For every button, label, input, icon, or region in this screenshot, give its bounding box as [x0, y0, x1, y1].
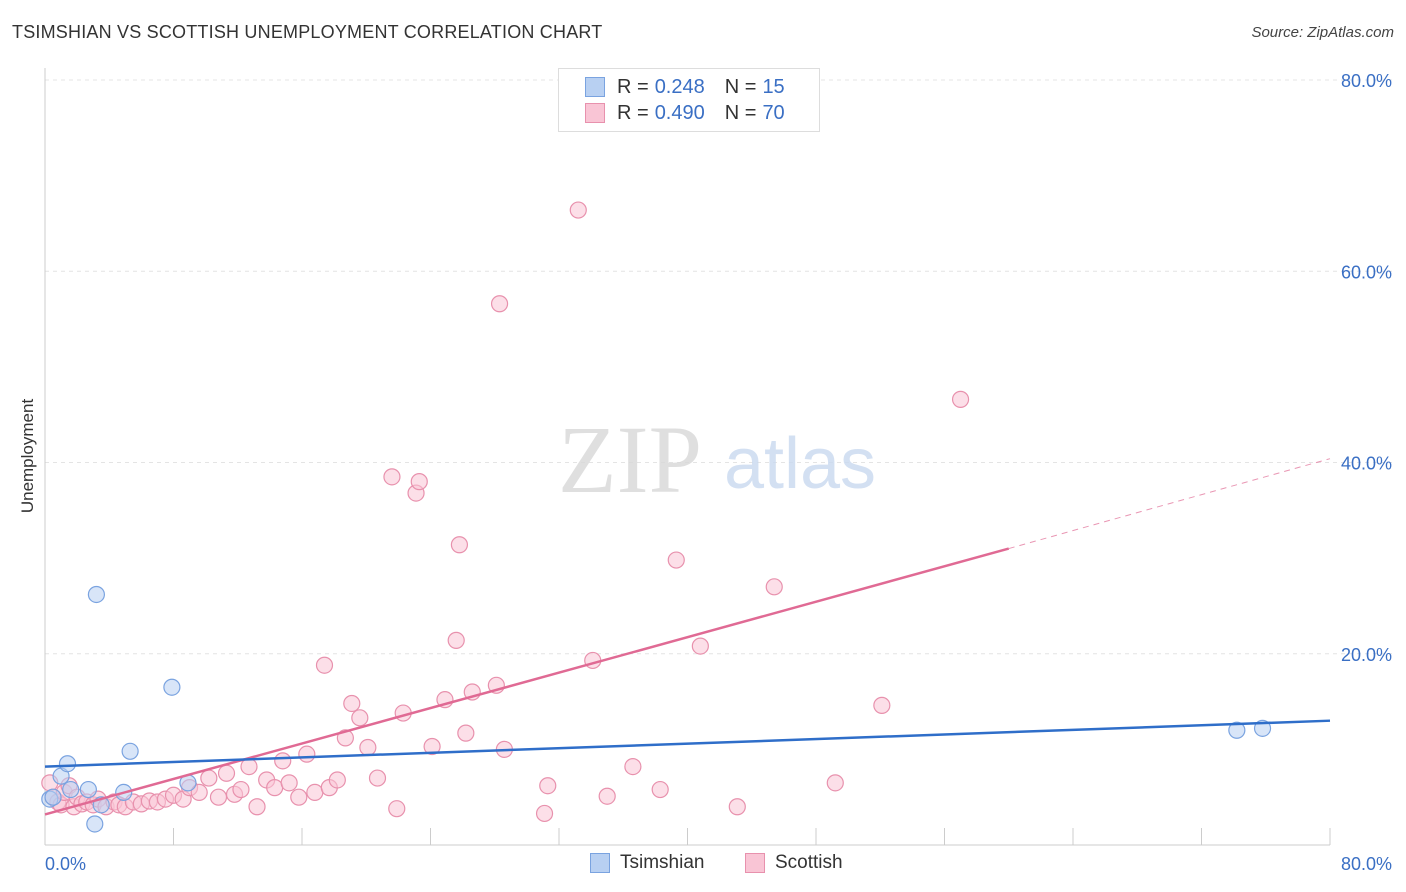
- r-label: R =: [617, 75, 649, 98]
- scottish-point: [410, 473, 428, 491]
- tsimshian-point: [163, 678, 181, 696]
- x-tick-label: 0.0%: [45, 854, 86, 874]
- tsimshian-legend-label: Tsimshian: [620, 852, 705, 873]
- chart-title: TSIMSHIAN VS SCOTTISH UNEMPLOYMENT CORRE…: [12, 22, 603, 42]
- x-tick-label: 80.0%: [1341, 854, 1392, 874]
- scottish-point: [388, 800, 406, 818]
- scottish-point: [306, 783, 324, 802]
- scottish-point: [423, 737, 441, 756]
- tsimshian-point: [79, 780, 97, 799]
- scottish-swatch: [585, 103, 605, 123]
- scottish-point: [190, 783, 208, 802]
- tsimshian-point: [121, 742, 139, 760]
- tsimshian-n-value: 15: [762, 75, 785, 98]
- scottish-point: [217, 764, 236, 782]
- stats-legend: R = 0.248 N = 15 R = 0.490 N = 70: [558, 68, 820, 132]
- scottish-point: [535, 804, 554, 823]
- scottish-point: [266, 779, 284, 797]
- scottish-point: [328, 771, 346, 789]
- scottish-point: [539, 777, 557, 795]
- legend-item-tsimshian[interactable]: Tsimshian: [590, 852, 704, 874]
- tsimshian-point: [62, 780, 80, 799]
- scottish-trendline: [44, 547, 1010, 816]
- scottish-point: [209, 788, 228, 806]
- scottish-point: [598, 787, 616, 805]
- r-label: R =: [617, 101, 649, 124]
- scottish-point: [232, 780, 250, 799]
- n-label: N =: [724, 101, 757, 124]
- scottish-point: [490, 295, 509, 313]
- scottish-point: [351, 709, 369, 727]
- scottish-point: [240, 757, 258, 776]
- scottish-point: [290, 788, 308, 806]
- scottish-legend-swatch: [745, 853, 765, 873]
- legend-item-scottish[interactable]: Scottish: [745, 852, 843, 874]
- scottish-point: [873, 696, 891, 714]
- tsimshian-legend-swatch: [590, 853, 610, 873]
- scottish-trendline-extension: [1008, 458, 1331, 550]
- scottish-point: [315, 656, 334, 674]
- scottish-point: [200, 769, 218, 787]
- tsimshian-point: [58, 755, 77, 773]
- source-label: Source: ZipAtlas.com: [1251, 24, 1394, 41]
- scottish-point: [765, 578, 783, 596]
- scottish-point: [826, 774, 844, 792]
- tsimshian-point: [1228, 721, 1246, 739]
- scottish-point: [298, 745, 316, 763]
- y-tick-label: 40.0%: [1341, 454, 1392, 474]
- scottish-point: [343, 694, 361, 713]
- tsimshian-point: [44, 788, 62, 806]
- scottish-point: [457, 724, 475, 742]
- legend-row-scottish: R = 0.490 N = 70: [585, 101, 785, 125]
- y-axis-label: Unemployment: [18, 398, 37, 514]
- scottish-point: [728, 798, 746, 816]
- scottish-point: [624, 757, 642, 776]
- tsimshian-swatch: [585, 77, 605, 97]
- scottish-point: [248, 798, 266, 816]
- y-tick-label: 20.0%: [1341, 645, 1392, 665]
- scottish-point: [569, 201, 587, 219]
- scottish-point: [651, 780, 669, 799]
- y-tick-label: 80.0%: [1341, 71, 1392, 91]
- scottish-point: [274, 752, 292, 770]
- scottish-point: [447, 631, 465, 649]
- n-label: N =: [724, 75, 757, 98]
- tsimshian-r-value: 0.248: [654, 75, 705, 98]
- scottish-point: [359, 738, 377, 757]
- tsimshian-trendline: [44, 719, 1331, 768]
- tsimshian-point: [87, 585, 106, 604]
- scottish-point: [667, 551, 685, 569]
- watermark-zip: ZIP: [558, 406, 702, 513]
- y-tick-label: 60.0%: [1341, 262, 1392, 282]
- legend-row-tsimshian: R = 0.248 N = 15: [585, 75, 785, 99]
- scottish-legend-label: Scottish: [775, 852, 843, 873]
- scottish-point: [691, 637, 709, 655]
- scottish-point: [383, 468, 401, 486]
- scottish-point: [280, 774, 298, 792]
- tsimshian-point: [86, 815, 104, 833]
- scottish-n-value: 70: [762, 101, 785, 124]
- scottish-point: [450, 536, 469, 554]
- series-legend: Tsimshian Scottish: [0, 852, 1406, 878]
- watermark-atlas: atlas: [724, 424, 876, 504]
- scottish-r-value: 0.490: [654, 101, 705, 124]
- scottish-point: [951, 390, 970, 408]
- scottish-point: [368, 769, 387, 787]
